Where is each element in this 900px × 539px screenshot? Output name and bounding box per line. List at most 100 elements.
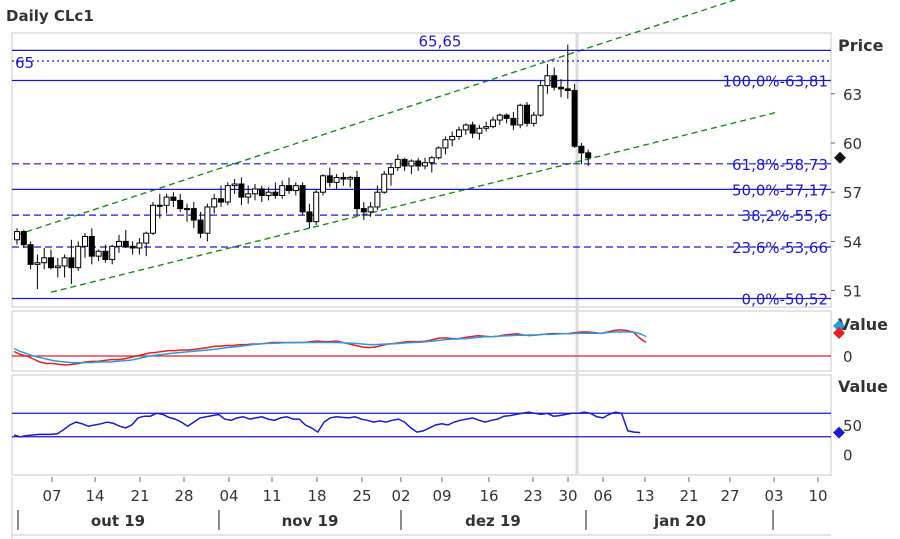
x-tick-label: 09 (432, 487, 451, 505)
candle-body (462, 124, 469, 131)
candle-body (367, 206, 374, 213)
candle-body (75, 245, 82, 269)
y-tick-label: 54 (843, 233, 862, 251)
level-label: 65 (15, 54, 34, 72)
candle-body (524, 104, 530, 124)
candle-body (394, 158, 401, 169)
candle-body (238, 183, 245, 198)
candle-body (156, 204, 163, 207)
candle-body (347, 176, 354, 180)
candle-body (218, 198, 224, 203)
level-label: 65,65 (419, 32, 462, 50)
x-tick-label: 04 (219, 487, 238, 505)
candle-body (435, 147, 442, 159)
candle-body (41, 257, 48, 264)
candle-body (170, 196, 177, 201)
x-tick-label: 13 (635, 487, 654, 505)
candle-body (544, 75, 551, 87)
y-tick-label: 51 (843, 283, 862, 301)
rsi-axis-title: Value (838, 377, 888, 396)
x-tick-label: 23 (523, 487, 542, 505)
candle-body (20, 231, 27, 246)
x-tick-label: 02 (391, 487, 410, 505)
candle-body (245, 193, 252, 198)
candle-body (27, 244, 34, 265)
candle-body (252, 188, 258, 195)
fib-label: 23,6%-53,66 (732, 239, 828, 257)
candle-body (136, 242, 143, 249)
y-tick-label: 63 (843, 86, 862, 104)
channel-line-1 (50, 111, 779, 293)
x-tick-label: 30 (558, 487, 577, 505)
candle-body (340, 176, 347, 180)
candle-body (197, 219, 204, 234)
candle-body (48, 257, 54, 269)
candle-body (231, 183, 238, 187)
panel-frame-0 (11, 32, 832, 308)
candle-body (292, 185, 299, 192)
candle-body (88, 235, 95, 257)
candle-body (68, 257, 75, 269)
x-tick-label: 16 (479, 487, 498, 505)
candle-body (449, 135, 456, 141)
x-tick-label: 21 (679, 487, 698, 505)
candle-body (496, 114, 503, 121)
osc-y-tick-label: 0 (843, 348, 853, 366)
candle-body (190, 208, 197, 221)
fib-label: 50,0%-57,17 (732, 181, 828, 199)
fib-label: 0,0%-50,52 (742, 290, 828, 308)
candle-body (224, 185, 231, 203)
candle-body (184, 208, 190, 211)
candle-body (265, 191, 272, 196)
candle-body (537, 85, 544, 116)
x-tick-label: 18 (307, 487, 326, 505)
panel-frame-2 (11, 374, 832, 476)
fibonacci-levels: 100,0%-63,81 61,8%-58,73 50,0%-57,17 38,2%-… (12, 32, 831, 308)
y-tick-label: 57 (843, 184, 862, 202)
x-axis: 07 14 21 28 04 11 18 25 02 09 16 23 30 06 13 21 27 03 10 ou… (17, 477, 828, 530)
candle-body (578, 145, 585, 154)
price-panel: 100,0%-63,81 61,8%-58,73 50,0%-57,17 38,2%-… (12, 0, 831, 308)
candle-body (299, 185, 306, 213)
candle-body (150, 204, 156, 234)
month-label: nov 19 (282, 512, 339, 530)
channel-lines (16, 0, 779, 293)
candle-body (428, 157, 435, 164)
x-tick-label: 11 (262, 487, 281, 505)
fib-label: 61,8%-58,73 (732, 156, 828, 174)
x-tick-label: 10 (808, 487, 827, 505)
candle-body (177, 199, 184, 210)
candle-body (422, 162, 428, 167)
candle-body (456, 129, 462, 137)
rsi-y-tick-label: 0 (843, 446, 853, 464)
rsi-series (13, 411, 641, 438)
candle-body (408, 160, 415, 167)
candle-body (354, 176, 360, 210)
candle-body (381, 173, 388, 193)
candle-body (374, 191, 381, 208)
month-label: dez 19 (465, 512, 521, 530)
x-tick-label: 27 (720, 487, 739, 505)
osc-last-marker (833, 320, 845, 332)
oscillator-panel (12, 329, 831, 366)
rsi-last-marker (833, 426, 845, 439)
candle-body (34, 262, 41, 265)
candle-body (333, 176, 340, 183)
last-price-marker (834, 151, 846, 164)
candle-body (320, 175, 326, 193)
candle-body (54, 265, 61, 269)
panel-frames (11, 32, 832, 539)
fib-label: 38,2%-55,6 (742, 207, 828, 225)
month-label: jan 20 (653, 512, 706, 530)
candle-body (272, 191, 279, 196)
month-label: out 19 (91, 512, 145, 530)
candle-body (95, 250, 102, 257)
candle-body (326, 175, 333, 183)
candle-body (313, 191, 320, 223)
x-tick-label: 03 (764, 487, 783, 505)
y-tick-label: 60 (843, 135, 862, 153)
candle-body (490, 119, 496, 128)
price-axis-title: Price (838, 36, 884, 55)
candle-body (503, 114, 510, 119)
candle-body (163, 196, 170, 206)
